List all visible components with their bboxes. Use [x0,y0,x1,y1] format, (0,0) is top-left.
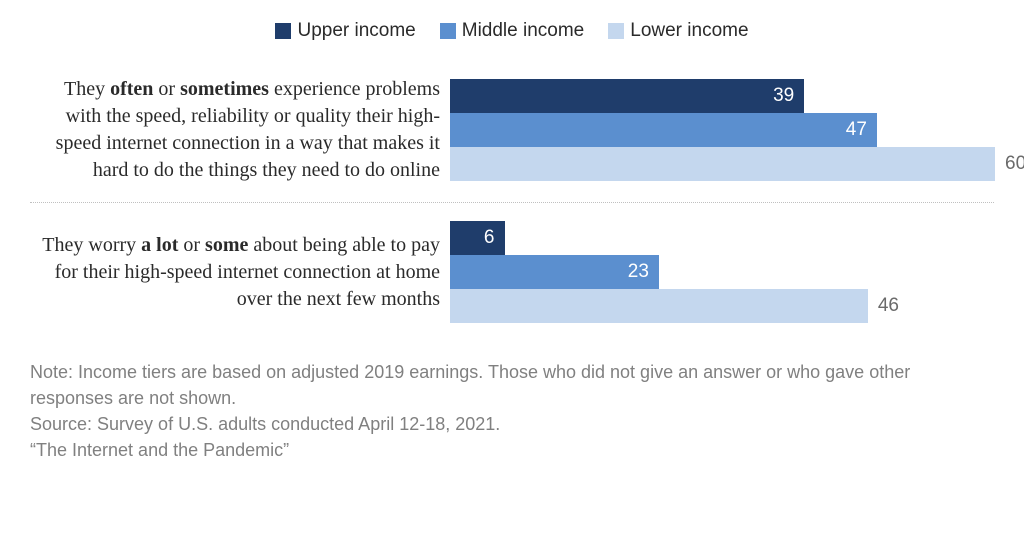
chart-group: They worry a lot or some about being abl… [30,207,994,337]
bar-row: 39 [450,79,1024,113]
group-divider [30,202,994,203]
chart-footnote: Note: Income tiers are based on adjusted… [30,359,994,463]
legend-label: Upper income [297,20,415,42]
legend-item: Lower income [608,20,748,42]
footnote-line: Note: Income tiers are based on adjusted… [30,359,994,411]
bar-value: 46 [878,295,899,317]
group-label: They worry a lot or some about being abl… [30,232,440,313]
footnote-line: “The Internet and the Pandemic” [30,437,994,463]
bar-group: 3947 60 [450,79,1024,181]
bar: 39 [450,79,804,113]
chart-legend: Upper income Middle income Lower income [30,20,994,42]
bar-row: 46 [450,289,994,323]
legend-label: Lower income [630,20,748,42]
chart-group: They often or sometimes experience probl… [30,62,994,198]
bar: 47 [450,113,877,147]
legend-swatch [275,23,291,39]
bar: 6 [450,221,505,255]
bar-value: 60 [1005,153,1024,175]
bar [450,147,995,181]
legend-item: Upper income [275,20,415,42]
bar: 23 [450,255,659,289]
legend-swatch [440,23,456,39]
bar-row: 47 [450,113,1024,147]
bar-group: 623 46 [450,221,994,323]
bar [450,289,868,323]
group-label: They often or sometimes experience probl… [30,76,440,184]
footnote-line: Source: Survey of U.S. adults conducted … [30,411,994,437]
bar-row: 23 [450,255,994,289]
bar-row: 6 [450,221,994,255]
legend-swatch [608,23,624,39]
bar-chart: They often or sometimes experience probl… [30,62,994,337]
bar-row: 60 [450,147,1024,181]
legend-item: Middle income [440,20,585,42]
legend-label: Middle income [462,20,585,42]
